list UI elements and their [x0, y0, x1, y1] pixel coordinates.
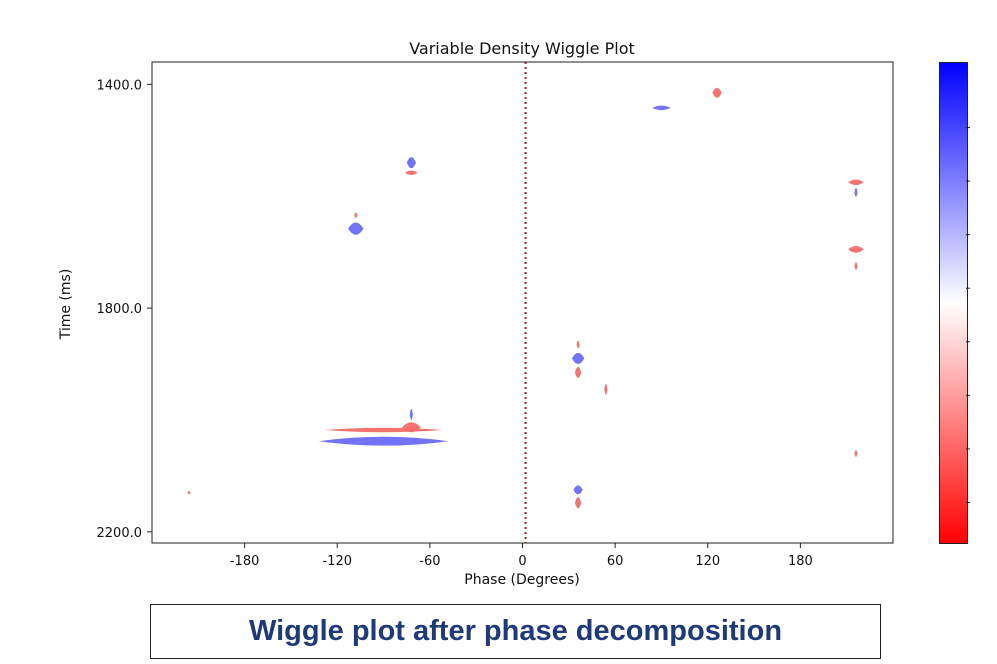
wiggle-event [405, 170, 418, 175]
wiggle-event [409, 408, 413, 420]
wiggle-figure: Variable Density Wiggle Plot -180 -120 -60… [58, 39, 894, 588]
wiggle-event [848, 179, 864, 186]
wiggle-event [406, 157, 416, 169]
wiggle-event [652, 105, 671, 111]
wiggle-event [571, 352, 585, 365]
x-tick-label: -120 [322, 554, 352, 569]
wiggle-event [854, 450, 858, 457]
wiggle-event [576, 340, 580, 349]
y-tick-label: 1400.0 [97, 78, 143, 93]
y-tick-label: 1800.0 [97, 302, 143, 317]
wiggle-event [573, 485, 583, 495]
wiggle-event [574, 366, 582, 379]
x-tick-label: 120 [695, 554, 720, 569]
wiggle-event [354, 212, 358, 219]
wiggle-event [854, 262, 858, 271]
wiggle-event [318, 436, 449, 446]
wiggle-event [402, 422, 421, 433]
y-tick-label: 2200.0 [97, 526, 143, 541]
caption-box: Wiggle plot after phase decomposition [150, 604, 881, 659]
plot-frame [151, 61, 894, 544]
x-tick-label: -60 [419, 554, 440, 569]
wiggle-event [712, 87, 722, 98]
x-tick-label: 0 [518, 554, 526, 569]
colorbar-ticks [966, 127, 970, 503]
wiggle-event [348, 222, 364, 235]
wiggle-event [848, 246, 864, 253]
y-axis-label: Time (ms) [58, 269, 74, 341]
colorbar [939, 62, 968, 544]
caption-text: Wiggle plot after phase decomposition [248, 615, 783, 647]
x-tick-label: 60 [607, 554, 624, 569]
x-tick-label: 180 [788, 554, 813, 569]
wiggle-event [187, 490, 191, 495]
wiggle-event [324, 427, 443, 433]
wiggle-event [574, 497, 582, 509]
chart-title: Variable Density Wiggle Plot [409, 39, 635, 58]
wiggle-event [854, 187, 858, 197]
x-axis-label: Phase (Degrees) [464, 572, 579, 588]
x-tick-label: -180 [230, 554, 260, 569]
wiggle-event [604, 383, 608, 395]
